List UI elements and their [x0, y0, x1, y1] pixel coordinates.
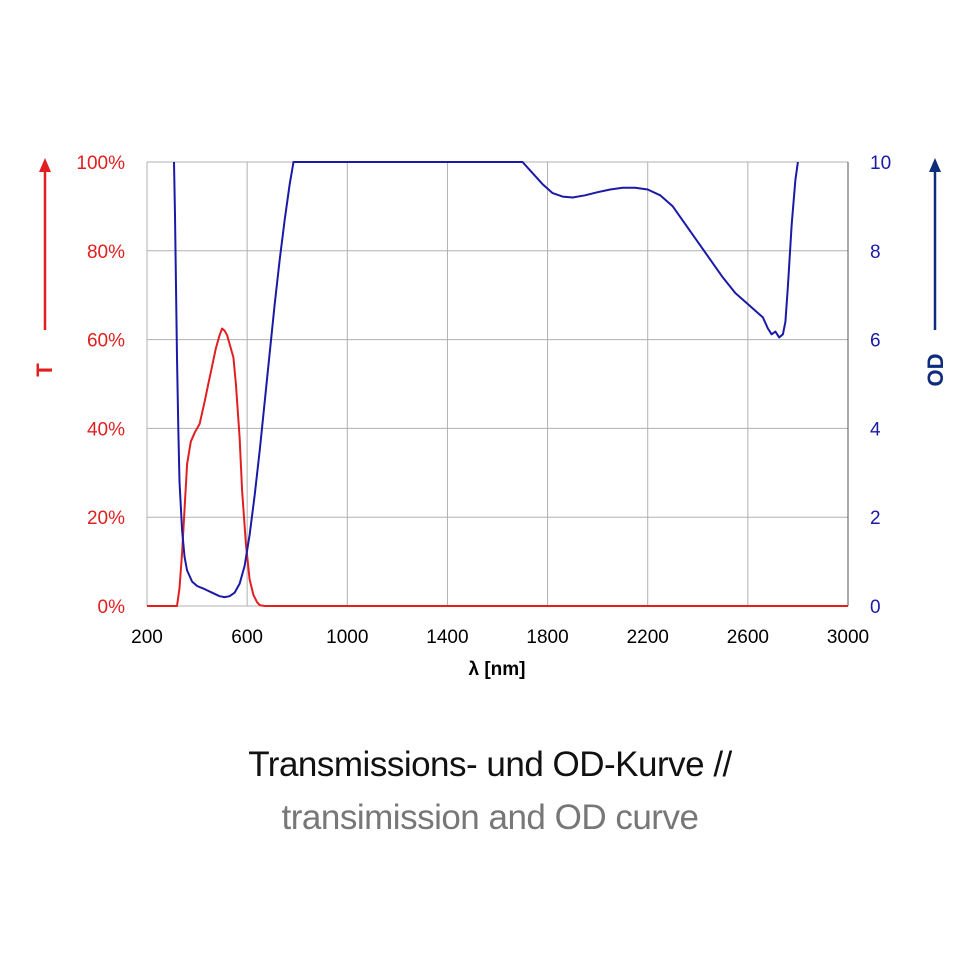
y-left-tick-label: 20%	[87, 508, 125, 529]
transmission-line	[147, 327, 848, 607]
y-left-tick-label: 0%	[98, 597, 126, 618]
x-tick-label: 600	[231, 627, 263, 648]
caption-title: Transmissions- und OD-Kurve //	[248, 745, 732, 784]
x-axis-title: λ [nm]	[469, 659, 526, 680]
tick-labels: 0% 20% 40% 60% 80% 100% 0 2 4 6 8 10 200 600 1000 1400 1…	[76, 153, 891, 648]
x-tick-label: 1400	[426, 627, 468, 648]
x-tick-label: 2200	[627, 627, 669, 648]
x-tick-label: 2600	[727, 627, 769, 648]
y-left-tick-label: 100%	[76, 153, 125, 174]
y-left-tick-label: 80%	[87, 242, 125, 263]
x-tick-label: 1000	[326, 627, 368, 648]
grid	[146, 161, 849, 607]
right-axis-title: OD	[923, 354, 948, 387]
y-left-tick-label: 40%	[87, 419, 125, 440]
caption-subtitle: transimission and OD curve	[281, 798, 699, 837]
x-tick-label: 200	[131, 627, 163, 648]
y-right-tick-label: 0	[870, 597, 881, 618]
y-right-tick-label: 10	[870, 153, 891, 174]
x-tick-label: 3000	[827, 627, 869, 648]
series-layer	[147, 161, 848, 607]
y-right-tick-label: 8	[870, 242, 881, 263]
y-right-tick-label: 6	[870, 331, 881, 352]
y-left-tick-label: 60%	[87, 331, 125, 352]
x-tick-label: 1800	[526, 627, 568, 648]
left-axis-title: T	[32, 363, 57, 377]
left-axis-arrow	[39, 158, 51, 330]
od-line	[173, 161, 799, 599]
right-axis-arrow	[929, 158, 941, 330]
y-right-tick-label: 4	[870, 419, 881, 440]
y-right-tick-label: 2	[870, 508, 881, 529]
